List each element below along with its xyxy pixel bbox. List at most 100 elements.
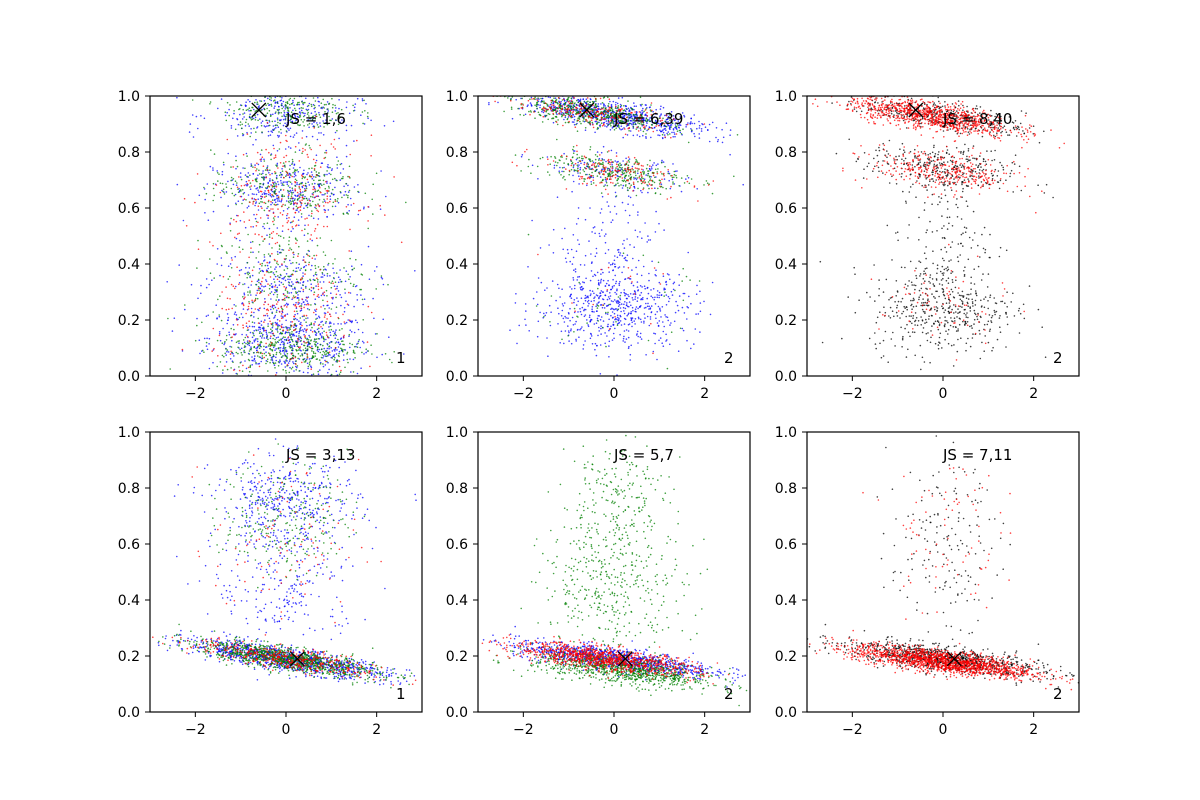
- scatter-point: [296, 343, 298, 346]
- scatter-point: [276, 197, 278, 199]
- scatter-point: [262, 240, 264, 242]
- scatter-point: [503, 110, 505, 113]
- scatter-point: [636, 330, 639, 333]
- scatter-point: [590, 270, 593, 272]
- scatter-point: [279, 235, 282, 238]
- scatter-point: [288, 371, 291, 374]
- scatter-point: [638, 118, 640, 120]
- scatter-point: [282, 249, 285, 251]
- scatter-point: [242, 193, 245, 195]
- scatter-point: [278, 234, 280, 237]
- scatter-point: [661, 159, 663, 162]
- scatter-point: [259, 263, 262, 266]
- scatter-point: [307, 111, 310, 114]
- scatter-point: [225, 191, 228, 193]
- scatter-point: [309, 342, 312, 345]
- scatter-point: [254, 339, 257, 341]
- scatter-point: [271, 120, 274, 123]
- scatter-point: [281, 230, 284, 232]
- scatter-point: [266, 360, 269, 363]
- scatter-point: [515, 98, 517, 101]
- scatter-point: [330, 373, 333, 376]
- scatter-point: [596, 317, 599, 320]
- scatter-point: [329, 331, 332, 334]
- scatter-point: [269, 180, 271, 182]
- scatter-point: [331, 205, 334, 208]
- scatter-point: [197, 239, 199, 242]
- scatter-point: [690, 121, 692, 123]
- scatter-point: [650, 289, 652, 291]
- scatter-point: [642, 134, 644, 137]
- scatter-point: [197, 127, 199, 130]
- scatter-point: [647, 292, 650, 295]
- scatter-point: [276, 150, 279, 152]
- scatter-point: [276, 119, 279, 121]
- scatter-point: [205, 315, 208, 318]
- scatter-point: [198, 194, 201, 197]
- panel-label: 1: [396, 349, 406, 367]
- scatter-point: [268, 271, 270, 274]
- scatter-point: [304, 303, 306, 306]
- scatter-point: [216, 172, 219, 174]
- scatter-point: [662, 106, 665, 109]
- scatter-point: [673, 131, 675, 134]
- scatter-point: [643, 119, 646, 122]
- scatter-point: [575, 304, 578, 306]
- scatter-point: [559, 110, 561, 112]
- scatter-point: [556, 101, 558, 104]
- scatter-point: [318, 316, 321, 319]
- scatter-point: [279, 265, 281, 268]
- scatter-point: [176, 183, 179, 186]
- scatter-point: [246, 335, 249, 338]
- scatter-point: [248, 370, 251, 373]
- scatter-point: [268, 98, 271, 101]
- scatter-point: [344, 190, 347, 193]
- scatter-point: [264, 264, 267, 267]
- scatter-point: [547, 112, 550, 115]
- scatter-point: [597, 103, 600, 105]
- scatter-point: [622, 306, 625, 309]
- scatter-point: [592, 227, 595, 229]
- scatter-point: [289, 358, 292, 361]
- scatter-point: [524, 318, 526, 321]
- scatter-point: [672, 288, 675, 291]
- scatter-point: [600, 103, 602, 105]
- scatter-point: [233, 194, 236, 197]
- scatter-point: [329, 334, 332, 337]
- scatter-point: [353, 140, 355, 142]
- scatter-point: [292, 220, 295, 222]
- scatter-point: [292, 340, 294, 343]
- scatter-point: [246, 155, 248, 157]
- scatter-point: [302, 330, 305, 333]
- scatter-point: [275, 359, 278, 362]
- scatter-point: [288, 236, 291, 238]
- subplot-1: −2 0 20.00.20.40.60.81.0JS = 1,61: [118, 89, 423, 402]
- scatter-point: [600, 316, 603, 318]
- scatter-point: [616, 314, 619, 317]
- scatter-point: [265, 173, 267, 176]
- scatter-point: [616, 288, 618, 291]
- scatter-point: [637, 297, 639, 299]
- scatter-point: [578, 164, 580, 166]
- scatter-point: [653, 116, 655, 118]
- scatter-point: [353, 186, 356, 188]
- scatter-point: [239, 176, 242, 178]
- scatter-point: [667, 295, 670, 298]
- scatter-point: [230, 327, 232, 330]
- scatter-point: [283, 111, 286, 114]
- scatter-point: [382, 283, 385, 286]
- scatter-point: [337, 112, 339, 114]
- scatter-point: [291, 352, 294, 355]
- scatter-point: [274, 284, 277, 287]
- scatter-point: [279, 276, 281, 279]
- scatter-point: [615, 308, 617, 310]
- scatter-point: [311, 345, 313, 348]
- scatter-point: [290, 349, 293, 352]
- scatter-point: [260, 190, 263, 193]
- scatter-point: [618, 282, 620, 285]
- scatter-point: [241, 333, 243, 336]
- scatter-point: [349, 342, 351, 345]
- scatter-point: [255, 199, 257, 201]
- scatter-point: [593, 226, 596, 228]
- scatter-point: [687, 141, 690, 144]
